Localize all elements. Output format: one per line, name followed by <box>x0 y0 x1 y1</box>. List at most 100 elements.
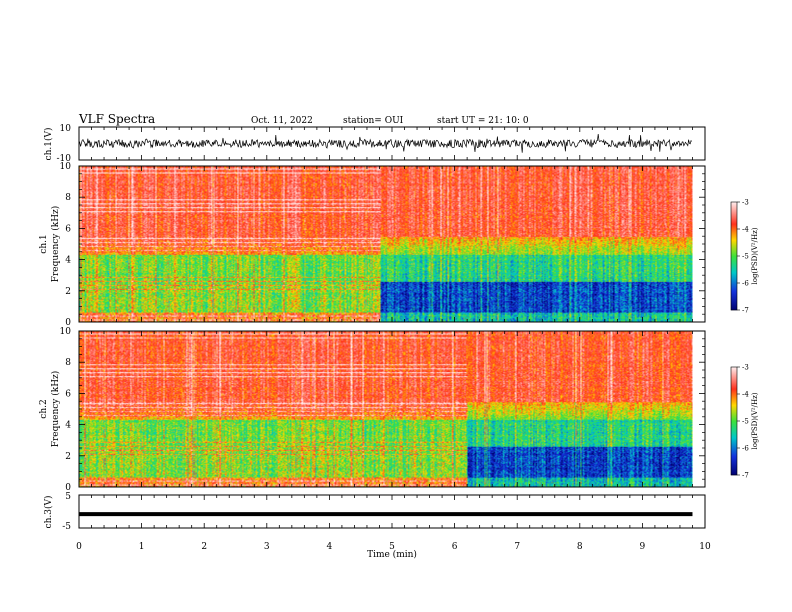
colorbar-2-band <box>731 444 737 446</box>
colorbar-1-band <box>731 232 737 234</box>
colorbar-2-band <box>731 397 737 399</box>
colorbar-2-band <box>731 413 737 415</box>
colorbar-2-band <box>731 384 737 386</box>
colorbar-2-band <box>731 469 737 471</box>
colorbar-1-band <box>731 249 737 251</box>
colorbar-1-band <box>731 238 737 240</box>
spec2-ytick-label-10: 10 <box>60 327 72 337</box>
colorbar-2-band <box>731 457 737 459</box>
colorbar-2-band <box>731 405 737 407</box>
colorbar-2-band <box>731 379 737 381</box>
colorbar-1-band <box>731 305 737 307</box>
spec1-ytick-label-2: 2 <box>65 287 71 297</box>
colorbar-1-band <box>731 265 737 267</box>
colorbar-2-band <box>731 453 737 455</box>
colorbar-1-band <box>731 217 737 219</box>
colorbar-1-band <box>731 292 737 294</box>
colorbar-1-band <box>731 271 737 273</box>
colorbar-2-band <box>731 420 737 422</box>
x-tick-label-3: 3 <box>264 542 270 552</box>
colorbar-2-band <box>731 459 737 461</box>
colorbar-2-band <box>731 374 737 376</box>
colorbar-1-band <box>731 208 737 210</box>
colorbar-1-band <box>731 278 737 280</box>
wf3-ytick-bottom: -5 <box>62 522 71 532</box>
x-tick-label-7: 7 <box>514 542 520 552</box>
colorbar-1-band <box>731 273 737 275</box>
waveform-ch3-panel: 5 -5 ch.3(V) Time (min) <box>43 492 706 560</box>
spec2-ylabel-channel: ch.2 <box>39 399 49 418</box>
colorbar-1-band <box>731 256 737 258</box>
colorbar-2-band <box>731 462 737 464</box>
colorbar-1-band <box>731 205 737 207</box>
colorbar-1-band <box>731 222 737 224</box>
colorbar-1-band <box>731 210 737 212</box>
colorbar-2-band <box>731 461 737 463</box>
colorbar-2-band <box>731 421 737 423</box>
waveform-ch3-frame <box>78 494 706 529</box>
colorbar-2-band <box>731 447 737 449</box>
colorbar-1-band <box>731 236 737 238</box>
wf1-ytick-top: 10 <box>60 124 72 134</box>
colorbar-2-band <box>731 463 737 465</box>
colorbar-1-band <box>731 270 737 272</box>
colorbar-1-band <box>731 219 737 221</box>
wf1-ylabel: ch.1(V) <box>43 128 54 161</box>
colorbar-2-band <box>731 429 737 431</box>
colorbar-1-band <box>731 274 737 276</box>
colorbar-1-band <box>731 253 737 255</box>
colorbar-1-band <box>731 248 737 250</box>
colorbar-1-band <box>731 266 737 268</box>
colorbar-1-band <box>731 275 737 277</box>
x-tick-label-8: 8 <box>577 542 583 552</box>
colorbar-1-band <box>731 240 737 242</box>
colorbar-2-band <box>731 399 737 401</box>
colorbar-1-band <box>731 301 737 303</box>
colorbar-2-band <box>731 430 737 432</box>
colorbar-2-band <box>731 369 737 371</box>
colorbar-1-band <box>731 227 737 229</box>
colorbar-2-band <box>731 448 737 450</box>
colorbar-1-band <box>731 282 737 284</box>
colorbar-2-band <box>731 386 737 388</box>
colorbar-2-band <box>731 432 737 434</box>
colorbar-1-band <box>731 258 737 260</box>
colorbar-1-band <box>731 212 737 214</box>
spec2-ytick-label-2: 2 <box>65 452 71 462</box>
colorbar-1-band <box>731 228 737 230</box>
x-axis-label: Time (min) <box>367 549 417 560</box>
colorbar-1-band <box>731 254 737 256</box>
colorbar-2-band <box>731 439 737 441</box>
colorbar-2-band <box>731 427 737 429</box>
colorbar-2-band <box>731 388 737 390</box>
colorbar-2-band <box>731 416 737 418</box>
colorbar-2-band <box>731 434 737 436</box>
colorbar-1-band <box>731 304 737 306</box>
colorbar-1-band <box>731 268 737 270</box>
x-tick-label-0: 0 <box>76 542 82 552</box>
colorbar-1-band <box>731 251 737 253</box>
colorbar-2-band <box>731 394 737 396</box>
colorbar-2-band <box>731 404 737 406</box>
colorbar-1-band <box>731 230 737 232</box>
colorbar-2-band <box>731 392 737 394</box>
colorbar-2-band <box>731 368 737 370</box>
colorbar-1-band <box>731 221 737 223</box>
x-tick-label-4: 4 <box>327 542 333 552</box>
colorbar-1-band <box>731 207 737 209</box>
spec2-ytick-label-0: 0 <box>65 483 71 493</box>
colorbar-2-band <box>731 409 737 411</box>
colorbar-1-band <box>731 233 737 235</box>
colorbar-1-tick-label--5: -5 <box>742 253 749 261</box>
colorbar-2-band <box>731 400 737 402</box>
spec2-ylabel-frequency: Frequency (kHz) <box>50 371 61 448</box>
colorbar-1-band <box>731 259 737 261</box>
colorbar-1-tick-label--3: -3 <box>742 199 749 207</box>
colorbar-1-band <box>731 257 737 259</box>
colorbar-1-band <box>731 214 737 216</box>
colorbar-1-label: log(PSD)(V²/Hz) <box>751 227 759 284</box>
colorbar-1-band <box>731 300 737 302</box>
colorbar-2-band <box>731 414 737 416</box>
figure-title: VLF Spectra <box>78 112 155 126</box>
colorbar-1-band <box>731 246 737 248</box>
